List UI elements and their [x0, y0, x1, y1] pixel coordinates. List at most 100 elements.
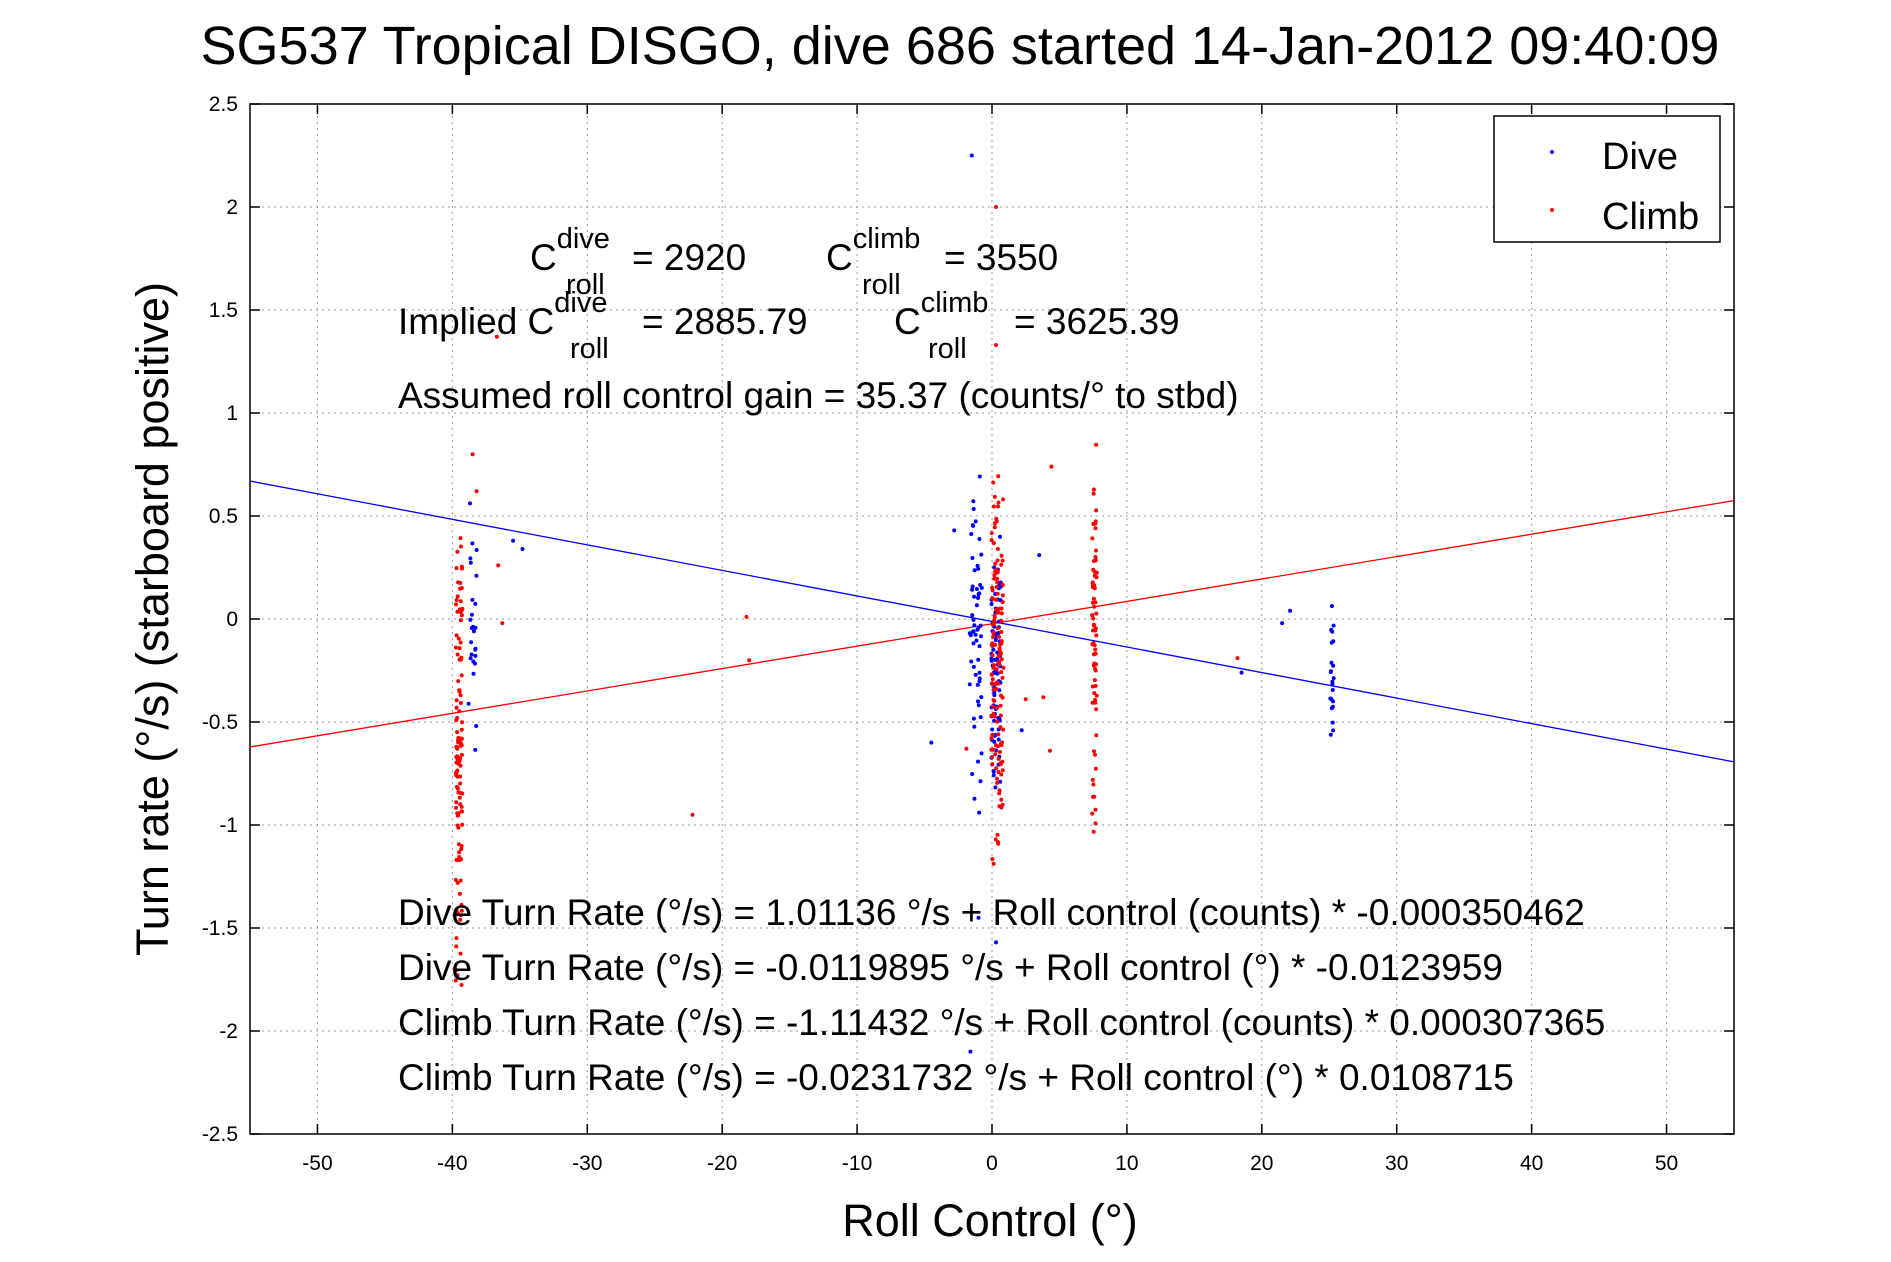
data-point [478, 328, 483, 333]
data-point [1091, 616, 1096, 621]
data-point [997, 788, 1002, 793]
data-point [455, 730, 460, 735]
data-point [977, 679, 982, 684]
data-point [1094, 575, 1099, 580]
data-point [1092, 559, 1096, 563]
data-point [1000, 558, 1005, 563]
data-point [1330, 688, 1335, 692]
data-point [455, 880, 460, 885]
data-point [468, 556, 473, 561]
data-point [454, 698, 459, 703]
data-point [995, 626, 1000, 631]
data-point [970, 613, 975, 618]
data-point [974, 603, 979, 608]
data-point [995, 776, 999, 781]
data-point [977, 670, 982, 675]
data-point [979, 695, 984, 700]
data-point [967, 682, 972, 687]
implied-c-roll-climb-annotation: Cclimb roll= 3625.39 [894, 287, 1180, 365]
implied-c-roll-dive-annotation: Implied Cdive roll= 2885.79 [398, 287, 808, 365]
data-point [990, 762, 995, 766]
x-tick-label: -50 [302, 1152, 332, 1175]
data-point [454, 566, 459, 571]
data-point [997, 750, 1002, 754]
data-point [455, 594, 460, 599]
data-point [1093, 807, 1098, 812]
fit-equation-4: Climb Turn Rate (°/s) = -0.0231732 °/s +… [398, 1057, 1514, 1098]
data-point [460, 566, 464, 571]
data-point [473, 647, 478, 652]
data-point [999, 562, 1004, 567]
c-roll-dive-annotation: Cdive roll= 2920 [530, 223, 746, 301]
data-point [500, 621, 505, 626]
data-point [1091, 622, 1096, 627]
data-point [1331, 663, 1336, 668]
legend-box [1493, 115, 1721, 243]
data-point [1090, 642, 1095, 647]
y-tick-label: 0.5 [209, 505, 238, 528]
data-point [1092, 678, 1097, 683]
data-point [929, 740, 934, 745]
data-point [991, 630, 996, 635]
data-point [1091, 596, 1096, 601]
data-point [1090, 811, 1095, 816]
data-point [458, 581, 463, 585]
data-point [1330, 679, 1335, 684]
data-point [1037, 553, 1042, 558]
data-point [1094, 611, 1099, 616]
data-point [990, 755, 994, 759]
fit-equation-2: Dive Turn Rate (°/s) = -0.0119895 °/s + … [398, 947, 1503, 988]
data-point [993, 561, 998, 566]
data-point [1000, 600, 1005, 605]
data-point [459, 727, 464, 732]
data-point [1328, 696, 1333, 701]
data-point [969, 532, 974, 536]
data-point [998, 779, 1003, 784]
data-point [996, 841, 1001, 846]
data-point [474, 724, 479, 728]
data-point [999, 797, 1004, 802]
data-point [454, 936, 459, 941]
data-point [976, 703, 981, 708]
data-point [989, 643, 994, 648]
data-point [1329, 706, 1334, 711]
data-point [979, 751, 984, 756]
data-point [460, 822, 465, 827]
data-point [458, 774, 463, 779]
data-point [989, 602, 994, 606]
data-point [995, 576, 1000, 581]
data-point [991, 704, 995, 709]
data-point [1235, 656, 1240, 661]
data-point [456, 842, 461, 847]
data-point [1329, 627, 1334, 632]
data-point [996, 756, 1001, 761]
data-point [494, 334, 499, 339]
data-point [453, 978, 458, 983]
data-point [1093, 667, 1098, 671]
data-point [1091, 567, 1096, 572]
data-point [473, 653, 478, 658]
data-point [991, 861, 996, 866]
data-point [1001, 665, 1006, 670]
data-point [454, 968, 459, 973]
data-point [989, 531, 994, 536]
y-tick-label: 2.5 [209, 93, 238, 116]
data-point [454, 908, 459, 913]
data-point [999, 772, 1004, 777]
data-point [975, 595, 980, 600]
data-point [990, 622, 995, 627]
x-tick-label: -20 [707, 1152, 737, 1175]
data-point [1091, 663, 1096, 668]
data-point [978, 623, 983, 628]
y-tick-label: -2.5 [202, 1123, 238, 1146]
data-point [971, 523, 976, 528]
data-point [1091, 491, 1096, 496]
data-point [457, 688, 462, 693]
data-point [1041, 695, 1046, 700]
y-tick-label: -1.5 [202, 917, 238, 940]
data-point [972, 724, 977, 729]
data-point [994, 205, 998, 209]
data-point [998, 652, 1003, 657]
data-point [992, 613, 997, 618]
